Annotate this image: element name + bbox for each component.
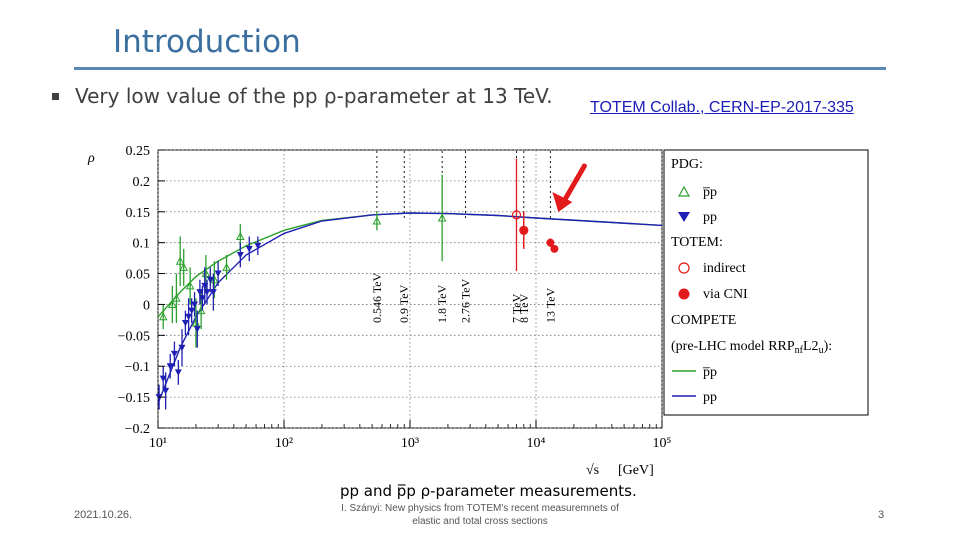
legend-compete-sub-n: nf xyxy=(795,345,804,356)
chart-caption: pp and p̅p ρ-parameter measurements. xyxy=(340,482,637,500)
data-points xyxy=(155,158,559,410)
y-tick-label: 0.25 xyxy=(126,144,151,159)
energy-marker-label: 7 TeV xyxy=(509,293,523,323)
data-point xyxy=(162,387,170,395)
y-tick-label: −0.1 xyxy=(125,360,150,375)
y-tick-label: 0.1 xyxy=(133,237,151,252)
data-point xyxy=(222,262,231,271)
data-point xyxy=(372,216,382,225)
data-point xyxy=(158,312,168,321)
data-point xyxy=(181,319,189,327)
slide-title: Introduction xyxy=(113,24,301,60)
axes: 0.25 0.2 0.15 0.1 0.05 0 −0.05 −0.1 −0.15 −0.210¹… xyxy=(118,144,672,451)
x-axis-label: √s [GeV] xyxy=(586,463,654,478)
data-point xyxy=(196,289,204,296)
energy-marker-label: 0.546 TeV xyxy=(370,272,384,323)
x-tick-label: 10⁵ xyxy=(653,436,672,451)
energy-marker-label: 1.8 TeV xyxy=(435,284,449,323)
legend-compete-sub-a: (pre-LHC model RRP xyxy=(671,339,795,354)
y-tick-label: −0.2 xyxy=(125,422,150,437)
data-point xyxy=(170,350,178,358)
data-point xyxy=(185,313,193,321)
data-point xyxy=(236,252,244,259)
energy-marker-label: 8 TeV xyxy=(517,293,531,323)
data-point xyxy=(210,275,219,284)
x-tick-label: 10⁴ xyxy=(527,436,546,451)
grid-layer xyxy=(157,149,663,429)
data-point xyxy=(178,344,186,352)
x-tick-label: 10³ xyxy=(401,436,419,451)
data-point xyxy=(175,256,185,265)
legend-compete-subheader: (pre-LHC model RRPnfL2u): xyxy=(671,339,832,356)
data-point xyxy=(193,326,201,333)
legend-pdg-header: PDG: xyxy=(671,157,703,172)
data-point xyxy=(437,213,447,222)
legend-indirect-label: indirect xyxy=(703,261,746,276)
x-tick-label: 10² xyxy=(275,436,293,451)
energy-marker-label: 0.9 TeV xyxy=(397,284,411,323)
data-point xyxy=(245,245,253,253)
legend-pbarp-label: p̅p xyxy=(702,185,717,200)
legend-pp-label: pp xyxy=(703,210,717,225)
x-axis-symbol: √s xyxy=(586,463,599,478)
data-point xyxy=(172,293,181,302)
data-point xyxy=(214,270,222,278)
energy-marker-label: 13 TeV xyxy=(543,287,557,323)
data-point xyxy=(191,301,199,308)
legend-compete-sub-u: u xyxy=(819,345,824,356)
bullet-item: Very low value of the pp ρ-parameter at … xyxy=(52,84,553,108)
y-tick-label: −0.05 xyxy=(118,329,150,344)
data-point xyxy=(550,244,559,253)
data-point xyxy=(511,210,522,220)
data-point xyxy=(546,238,555,247)
y-tick-label: −0.15 xyxy=(118,391,150,406)
legend-pp-marker xyxy=(678,212,690,222)
energy-marker-label: 2.76 TeV xyxy=(459,278,473,323)
legend-compete-sub-mid: L2 xyxy=(803,339,819,354)
data-point xyxy=(166,363,174,370)
y-axis-label: ρ xyxy=(87,151,95,166)
legend-cni-label: via CNI xyxy=(703,287,748,302)
citation-link[interactable]: TOTEM Collab., CERN-EP-2017-335 xyxy=(590,99,854,116)
data-point xyxy=(206,276,214,284)
legend-pbarp-marker xyxy=(677,185,691,197)
legend-compete-pp-label: pp xyxy=(703,390,717,405)
legend-totem-header: TOTEM: xyxy=(671,235,723,250)
data-point xyxy=(179,262,189,271)
legend-compete-pbarp-label: p̅p xyxy=(702,365,717,380)
data-point xyxy=(209,289,217,296)
bullet-text: Very low value of the pp ρ-parameter at … xyxy=(75,84,553,108)
legend-box xyxy=(663,149,869,416)
footer-date: 2021.10.26. xyxy=(74,509,133,521)
arrow-head xyxy=(552,191,573,212)
legend-compete-sub-tail: ): xyxy=(824,339,833,354)
legend-indirect-marker xyxy=(678,262,690,274)
legend-compete-header: COMPETE xyxy=(671,313,736,328)
page-number: 3 xyxy=(878,509,885,521)
data-point xyxy=(235,231,245,240)
data-point xyxy=(174,369,182,376)
y-tick-label: 0.15 xyxy=(126,206,151,221)
data-point xyxy=(519,226,528,235)
square-bullet-icon xyxy=(52,93,59,100)
y-tick-label: 0.2 xyxy=(133,175,151,190)
annotation-arrow xyxy=(552,163,587,212)
legend-cni-marker xyxy=(678,288,690,300)
arrow-shaft xyxy=(559,163,587,207)
data-point xyxy=(168,299,177,308)
title-divider xyxy=(74,67,886,70)
data-point xyxy=(159,375,167,383)
x-axis-unit: [GeV] xyxy=(618,463,654,478)
x-tick-label: 10¹ xyxy=(149,436,167,451)
legend: PDG: p̅p pp TOTEM: indirect via CNI COMP… xyxy=(663,149,869,416)
data-point xyxy=(203,289,211,296)
data-point xyxy=(185,281,195,290)
y-tick-label: 0.05 xyxy=(126,268,151,283)
footer-citation: I. Szányi: New physics from TOTEM's rece… xyxy=(341,503,619,527)
y-tick-label: 0 xyxy=(143,298,150,313)
data-point xyxy=(188,307,196,315)
data-point xyxy=(254,242,262,250)
